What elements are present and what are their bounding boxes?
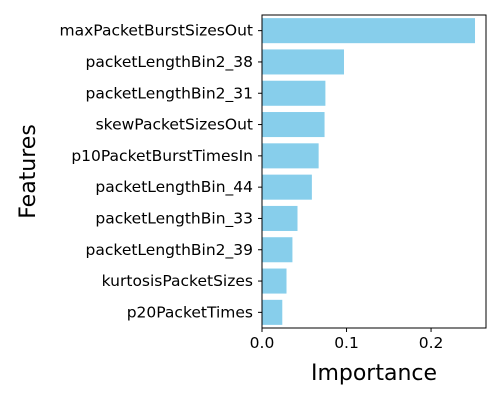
x-ticks: 0.0 0.1 0.2 [250, 328, 444, 352]
bar-packetLengthBin2_38 [262, 49, 344, 75]
x-tick-label: 0.2 [419, 334, 444, 352]
x-tick-label: 0.0 [250, 334, 275, 352]
y-tick-label: kurtosisPacketSizes [102, 272, 253, 290]
y-tick-label: maxPacketBurstSizesOut [60, 22, 253, 40]
bar-p10PacketBurstTimesIn [262, 143, 319, 169]
bar-packetLengthBin2_31 [262, 80, 326, 106]
bar-packetLengthBin_33 [262, 205, 298, 231]
x-axis-title: Importance [311, 361, 437, 386]
bar-maxPacketBurstSizesOut [262, 18, 476, 44]
y-tick-label: packetLengthBin2_31 [86, 84, 253, 103]
bar-p20PacketTimes [262, 299, 283, 325]
y-tick-label: p10PacketBurstTimesIn [71, 147, 253, 165]
bar-skewPacketSizesOut [262, 112, 325, 138]
y-tick-label: packetLengthBin2_39 [86, 241, 253, 260]
plot-frame [261, 14, 487, 329]
bars-group [262, 18, 476, 325]
y-tick-label: packetLengthBin2_38 [86, 53, 253, 72]
y-tick-label: p20PacketTimes [127, 303, 253, 321]
y-tick-label: packetLengthBin_33 [95, 209, 253, 228]
bar-kurtosisPacketSizes [262, 268, 287, 294]
bar-packetLengthBin2_39 [262, 237, 293, 263]
y-axis-title: Features [16, 124, 41, 219]
y-tick-label: skewPacketSizesOut [96, 116, 253, 134]
bar-packetLengthBin_44 [262, 174, 312, 200]
y-tick-label: packetLengthBin_44 [95, 178, 253, 197]
x-tick-label: 0.1 [334, 334, 359, 352]
y-tick-labels: maxPacketBurstSizesOut packetLengthBin2_3… [60, 22, 262, 321]
